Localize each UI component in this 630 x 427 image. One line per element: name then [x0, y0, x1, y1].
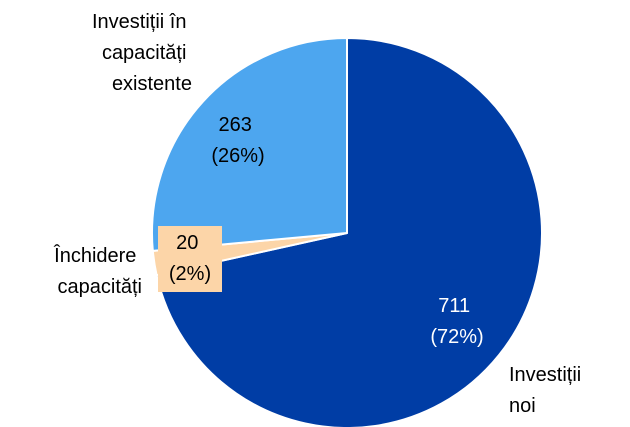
category-label-existing: Investiții în capacități existente [92, 11, 192, 95]
value-label-closing-percent: (2%) [169, 263, 211, 285]
category-label-existing-line2: capacități [102, 42, 187, 64]
category-label-closing-line2: capacități [58, 276, 143, 298]
pie-slice-new [155, 37, 543, 427]
category-labels: Investiții în capacități existente Închi… [53, 11, 587, 417]
value-label-closing: 20 (2%) [169, 232, 211, 285]
category-label-existing-line3: existente [112, 73, 192, 95]
category-label-closing-line1: Închidere [53, 244, 136, 267]
value-label-new: 711 (72%) [430, 295, 483, 348]
value-label-new-value: 711 [438, 295, 470, 317]
pie-slice-existing [151, 37, 348, 252]
category-label-closing: Închidere capacități [53, 244, 142, 298]
value-labels: 263 (26%) 20 (2%) 711 (72%) [169, 114, 484, 348]
small-slice-label-background [158, 226, 222, 292]
category-label-existing-line1: Investiții în [92, 11, 186, 33]
category-label-new-line1: Investiții [509, 364, 581, 386]
category-label-new: Investiții noi [509, 364, 587, 417]
value-label-closing-value: 20 [176, 232, 198, 254]
value-label-existing-percent: (26%) [211, 145, 264, 167]
category-label-new-line2: noi [509, 395, 536, 417]
value-label-existing: 263 (26%) [211, 114, 264, 167]
value-label-new-percent: (72%) [430, 326, 483, 348]
value-label-existing-value: 263 [219, 114, 252, 136]
